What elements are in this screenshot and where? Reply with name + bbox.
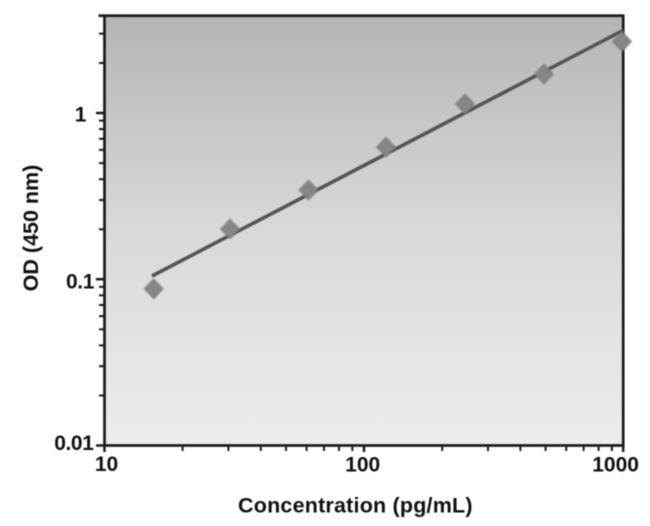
svg-text:Concentration (pg/mL): Concentration (pg/mL) (238, 494, 473, 518)
svg-text:1: 1 (75, 103, 87, 126)
svg-text:0.1: 0.1 (66, 270, 95, 293)
svg-text:100: 100 (345, 454, 380, 477)
svg-text:1000: 1000 (592, 454, 639, 477)
svg-text:10: 10 (95, 453, 118, 476)
svg-text:OD (450 nm): OD (450 nm) (19, 165, 43, 292)
svg-text:0.01: 0.01 (54, 432, 94, 455)
